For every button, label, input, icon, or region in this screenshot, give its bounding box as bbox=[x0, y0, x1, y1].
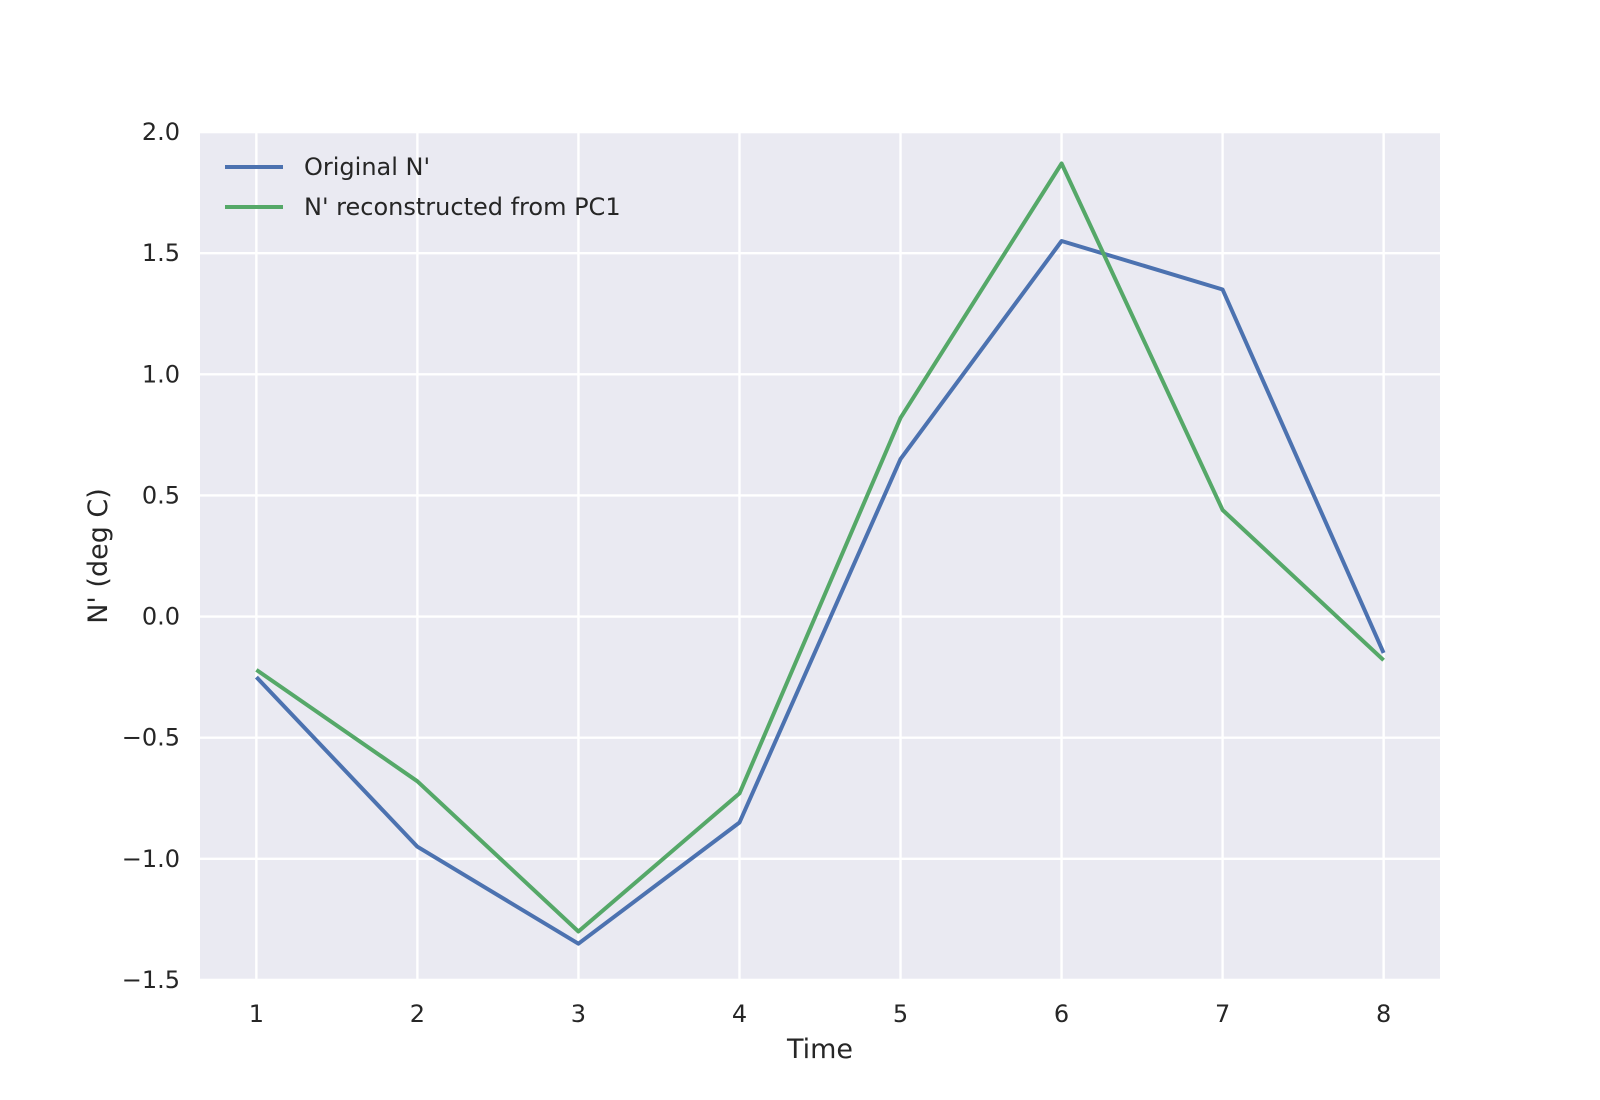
x-tick-label: 4 bbox=[732, 1000, 747, 1028]
series-line-1 bbox=[255, 161, 1385, 934]
x-tick-label: 2 bbox=[410, 1000, 425, 1028]
y-tick-label: 0.0 bbox=[142, 603, 180, 631]
x-tick-label: 3 bbox=[571, 1000, 586, 1028]
grid-lines bbox=[200, 130, 1440, 982]
plot-area bbox=[200, 132, 1440, 980]
y-tick-label: 2.0 bbox=[142, 118, 180, 146]
series-lines bbox=[254, 161, 1386, 946]
x-tick-label: 7 bbox=[1215, 1000, 1230, 1028]
x-tick-label: 5 bbox=[893, 1000, 908, 1028]
x-tick-label: 6 bbox=[1054, 1000, 1069, 1028]
y-tick-label: −1.0 bbox=[122, 845, 180, 873]
x-tick-label: 1 bbox=[249, 1000, 264, 1028]
y-axis-label: N' (deg C) bbox=[83, 488, 114, 624]
legend: Original N' N' reconstructed from PC1 bbox=[225, 153, 621, 221]
legend-label-0: Original N' bbox=[304, 153, 430, 181]
y-tick-label: −1.5 bbox=[122, 966, 180, 994]
tick-labels: 1 2 3 4 5 6 7 8 −1.5 −1.0 −0.5 0.0 0.5 1.0 1.5 2.0 bbox=[122, 118, 1392, 1028]
series-line-0 bbox=[254, 239, 1386, 946]
y-tick-label: 1.0 bbox=[142, 360, 180, 388]
x-tick-label: 8 bbox=[1376, 1000, 1391, 1028]
y-tick-label: −0.5 bbox=[122, 724, 180, 752]
legend-label-1: N' reconstructed from PC1 bbox=[304, 193, 621, 221]
y-tick-label: 0.5 bbox=[142, 481, 180, 509]
x-axis-label: Time bbox=[786, 1034, 853, 1065]
y-tick-label: 1.5 bbox=[142, 239, 180, 267]
